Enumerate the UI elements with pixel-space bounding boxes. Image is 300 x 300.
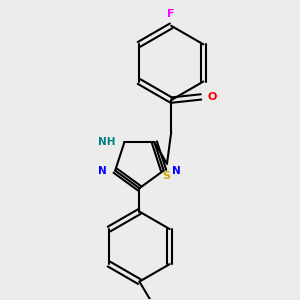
Text: N: N [172,166,181,176]
Text: S: S [162,171,170,181]
Text: O: O [207,92,217,102]
Text: NH: NH [98,137,116,147]
Text: N: N [98,166,107,176]
Text: F: F [167,9,175,20]
